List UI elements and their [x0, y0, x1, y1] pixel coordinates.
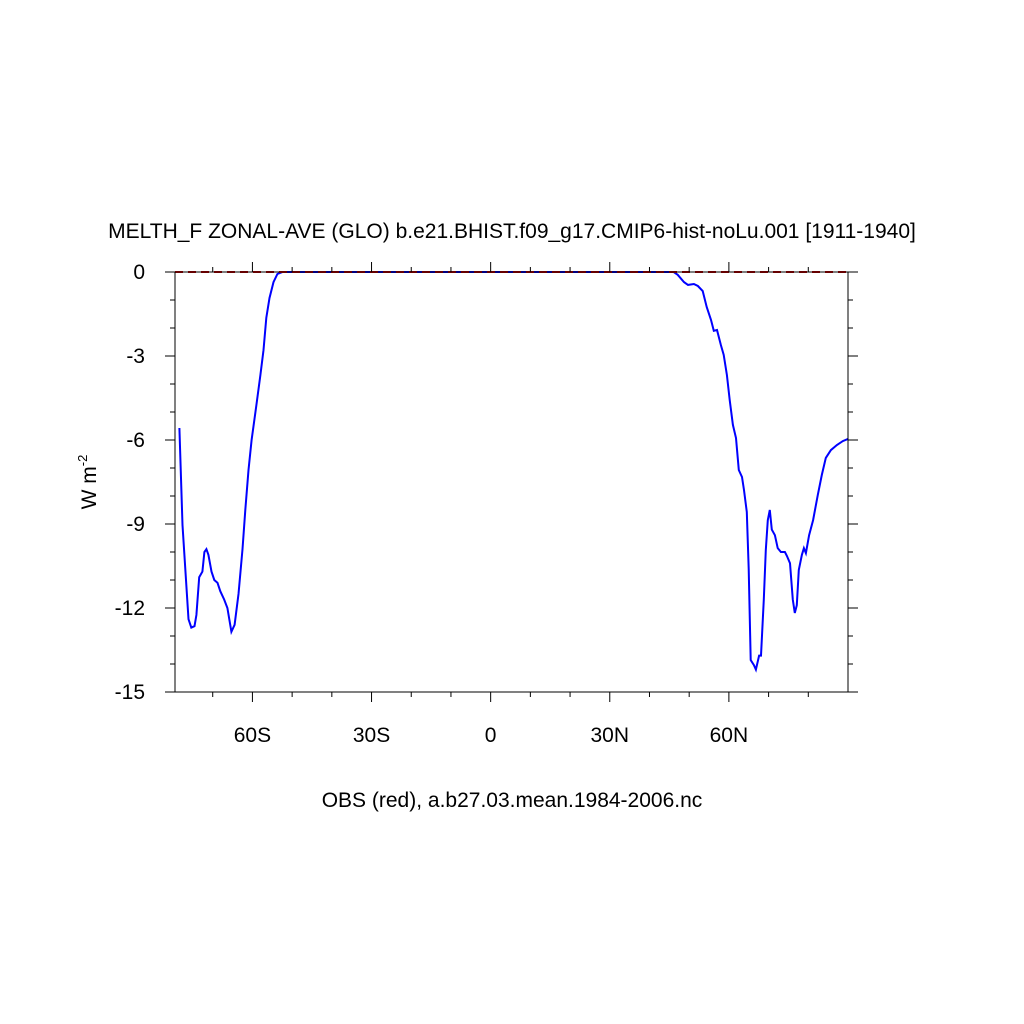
x-tick-label: 60S — [234, 724, 271, 747]
y-tick-label: 0 — [133, 261, 145, 284]
x-tick-label: 0 — [485, 724, 497, 747]
y-axis-label-text: W m — [78, 466, 101, 509]
x-tick-label: 60N — [710, 724, 749, 747]
y-tick-label: -9 — [126, 513, 145, 536]
y-axis-label-sup: -2 — [75, 455, 90, 467]
x-tick-label: 30S — [353, 724, 390, 747]
y-tick-label: -6 — [126, 429, 145, 452]
series-line — [178, 271, 849, 673]
y-tick-label: -3 — [126, 345, 145, 368]
caption: OBS (red), a.b27.03.mean.1984-2006.nc — [322, 789, 703, 812]
chart-title: MELTH_F ZONAL-AVE (GLO) b.e21.BHIST.f09_… — [108, 220, 916, 243]
y-tick-label: -15 — [115, 681, 145, 704]
plot-frame — [174, 271, 849, 693]
x-tick-label: 30N — [591, 724, 630, 747]
y-axis-label: W m-2 — [75, 455, 101, 510]
y-tick-label: -12 — [115, 597, 145, 620]
